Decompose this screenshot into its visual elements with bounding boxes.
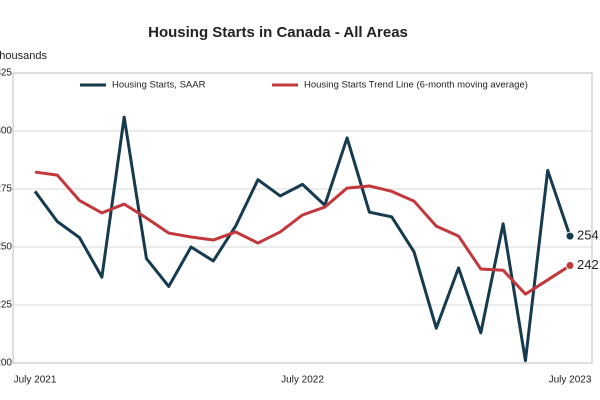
y-axis-label: Thousands: [0, 50, 47, 62]
y-tick-label: 250: [0, 242, 12, 253]
x-tick-label: July 2023: [549, 375, 592, 386]
value-label: 254.7: [577, 228, 600, 243]
legend-label: Housing Starts Trend Line (6-month movin…: [304, 80, 528, 91]
chart-title: Housing Starts in Canada - All Areas: [148, 24, 408, 41]
y-tick-label: 200: [0, 358, 12, 369]
end-marker: [565, 231, 575, 241]
x-tick-label: July 2022: [281, 375, 324, 386]
x-tick-label: July 2021: [14, 375, 57, 386]
value-label: 242: [577, 257, 599, 272]
legend-label: Housing Starts, SAAR: [112, 80, 206, 91]
plot-border: [12, 72, 593, 364]
y-tick-label: 225: [0, 300, 12, 311]
y-tick-label: 300: [0, 126, 12, 137]
end-marker: [565, 261, 575, 271]
y-tick-label: 275: [0, 184, 12, 195]
series-line: [34, 170, 571, 296]
y-tick-label: 325: [0, 68, 12, 79]
series-line: [33, 115, 572, 363]
